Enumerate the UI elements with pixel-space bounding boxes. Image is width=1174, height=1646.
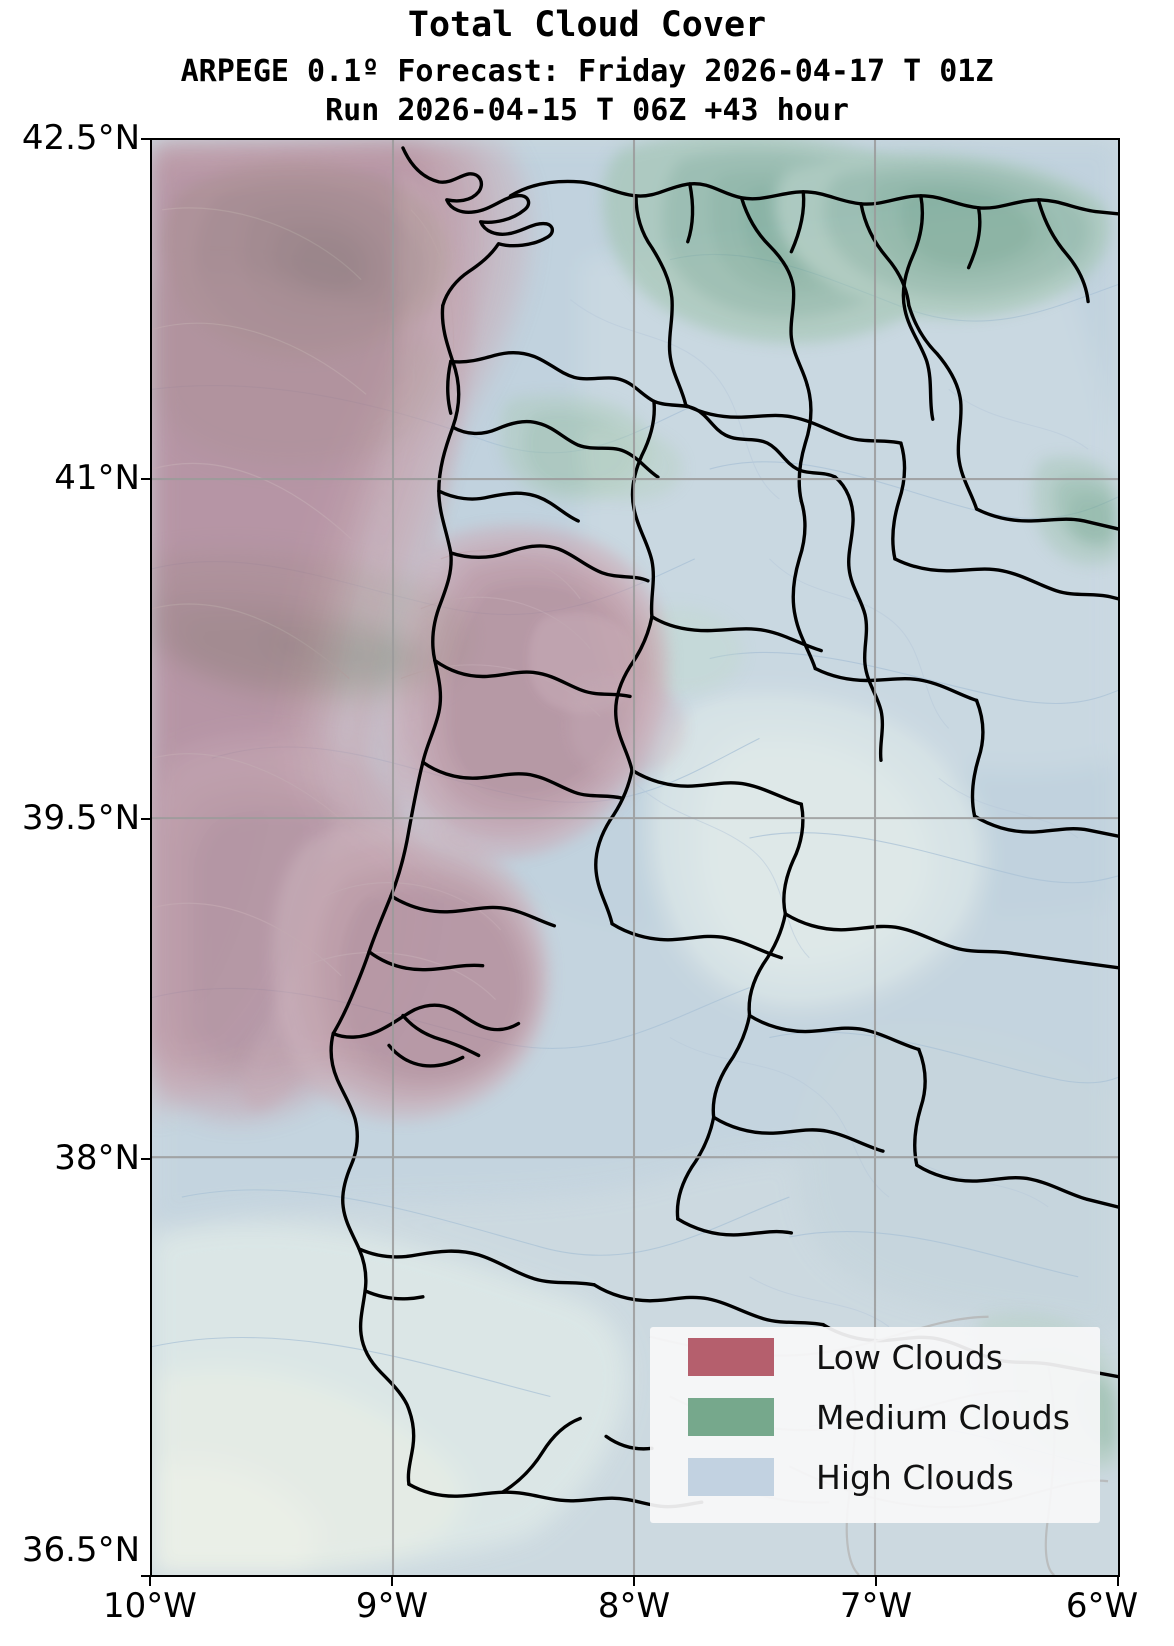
- xtick-label-0: 10°W: [103, 1586, 197, 1626]
- xtick-label-3: 7°W: [839, 1586, 913, 1626]
- xtick-mark-3: [875, 1577, 877, 1586]
- legend-item-medium: Medium Clouds: [650, 1387, 1100, 1447]
- legend-item-low: Low Clouds: [650, 1327, 1100, 1387]
- ytick-label-3: 38°N: [54, 1138, 140, 1178]
- legend-swatch-low: [688, 1338, 774, 1376]
- xtick-mark-1: [391, 1577, 393, 1586]
- ytick-mark-1: [141, 478, 150, 480]
- xtick-label-4: 6°W: [1065, 1586, 1139, 1626]
- legend-label-medium: Medium Clouds: [816, 1397, 1070, 1437]
- legend-swatch-high: [688, 1458, 774, 1496]
- ytick-label-4: 36.5°N: [21, 1530, 140, 1570]
- ytick-mark-4: [141, 1575, 150, 1577]
- ytick-label-0: 42.5°N: [21, 118, 140, 158]
- xtick-mark-2: [633, 1577, 635, 1586]
- legend-label-high: High Clouds: [816, 1457, 1014, 1497]
- ytick-label-2: 39.5°N: [21, 798, 140, 838]
- xtick-label-2: 8°W: [597, 1586, 671, 1626]
- xtick-mark-0: [149, 1577, 151, 1586]
- forecast-subtitle: ARPEGE 0.1º Forecast: Friday 2026-04-17 …: [180, 54, 994, 89]
- map-canvas: [152, 140, 1118, 1575]
- title-block: Total Cloud Cover ARPEGE 0.1º Forecast: …: [0, 0, 1174, 130]
- xtick-mark-4: [1117, 1577, 1119, 1586]
- xtick-label-1: 9°W: [355, 1586, 429, 1626]
- cloud-cover-map: [152, 140, 1118, 1575]
- ytick-mark-0: [141, 138, 150, 140]
- run-subtitle: Run 2026-04-15 T 06Z +43 hour: [325, 93, 849, 128]
- ytick-mark-2: [141, 818, 150, 820]
- map-legend: Low Clouds Medium Clouds High Clouds: [650, 1327, 1100, 1523]
- ytick-label-1: 41°N: [54, 458, 140, 498]
- ytick-mark-3: [141, 1158, 150, 1160]
- legend-label-low: Low Clouds: [816, 1337, 1003, 1377]
- page-title: Total Cloud Cover: [407, 5, 767, 45]
- map-axes[interactable]: Low Clouds Medium Clouds High Clouds: [150, 138, 1120, 1577]
- legend-item-high: High Clouds: [650, 1447, 1100, 1507]
- legend-swatch-medium: [688, 1398, 774, 1436]
